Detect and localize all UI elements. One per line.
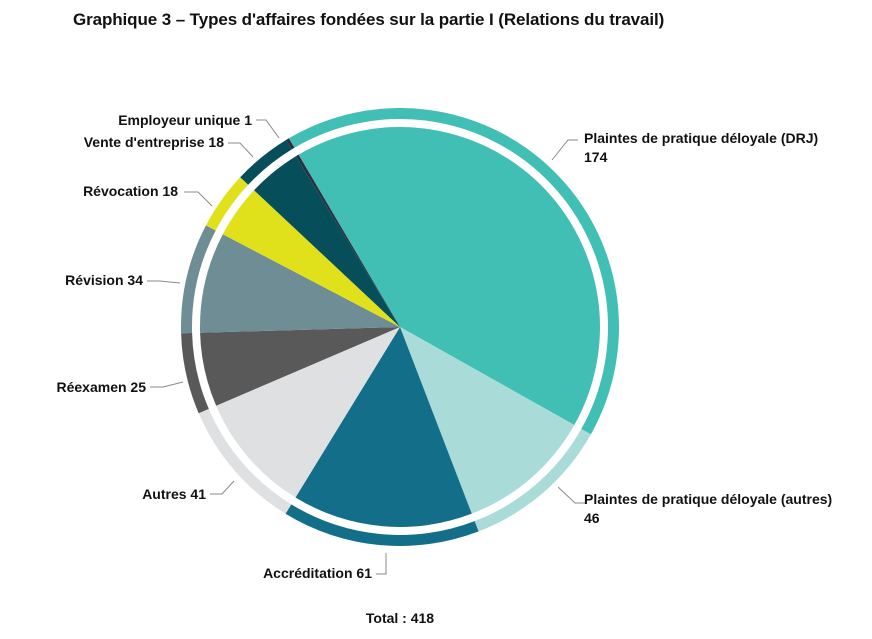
pie-slice bbox=[298, 127, 600, 426]
label-accreditation: Accréditation 61 bbox=[263, 565, 372, 581]
pie-slices bbox=[200, 127, 600, 527]
ring-segment bbox=[181, 225, 216, 334]
pie-slice bbox=[216, 327, 400, 498]
ring-segment bbox=[474, 428, 591, 532]
outer-ring bbox=[181, 108, 619, 546]
pie-slice bbox=[400, 327, 575, 514]
ring-segment bbox=[286, 138, 295, 150]
leader-line-employeur bbox=[256, 119, 280, 139]
label-vente: Vente d'entreprise 18 bbox=[83, 134, 224, 150]
leader-line-accreditation bbox=[376, 553, 387, 575]
leader-line-autres bbox=[210, 480, 235, 495]
leader-line-vente bbox=[228, 142, 254, 158]
label-autres-pp-value: 46 bbox=[584, 510, 600, 526]
total-label: Total : 418 bbox=[365, 610, 435, 626]
label-autres-pp: Plaintes de pratique déloyale (autres) 4… bbox=[584, 490, 832, 528]
chart-title: Graphique 3 – Types d'affaires fondées s… bbox=[73, 10, 665, 29]
ring-segment bbox=[205, 177, 249, 231]
label-autres: Autres 41 bbox=[142, 486, 206, 502]
leader-line-revision bbox=[147, 280, 181, 284]
pie-slice bbox=[200, 327, 400, 406]
pie-slice bbox=[200, 234, 400, 333]
label-autres-pp-name: Plaintes de pratique déloyale (autres) bbox=[584, 491, 833, 507]
label-revision: Révision 34 bbox=[65, 272, 143, 288]
label-revocation: Révocation 18 bbox=[83, 183, 178, 199]
label-drj: Plaintes de pratique déloyale (DRJ) 174 bbox=[584, 129, 818, 167]
pie-slice bbox=[222, 190, 400, 327]
label-reexamen: Réexamen 25 bbox=[56, 379, 146, 395]
ring-segment bbox=[285, 504, 479, 546]
label-drj-name: Plaintes de pratique déloyale (DRJ) bbox=[584, 130, 819, 146]
leader-lines bbox=[147, 119, 585, 575]
ring-segment bbox=[181, 332, 209, 414]
pie-slice bbox=[295, 154, 400, 327]
leader-line-revocation bbox=[184, 191, 213, 207]
ring-segment bbox=[198, 408, 292, 514]
label-drj-value: 174 bbox=[584, 149, 608, 165]
pie-slice bbox=[254, 156, 400, 327]
label-employeur: Employeur unique 1 bbox=[118, 112, 252, 128]
ring-segment bbox=[240, 139, 292, 185]
leader-line-reexamen bbox=[150, 381, 184, 388]
leader-line-autres-pp bbox=[557, 486, 585, 504]
pie-slice bbox=[295, 327, 472, 527]
leader-line-drj bbox=[551, 139, 578, 161]
